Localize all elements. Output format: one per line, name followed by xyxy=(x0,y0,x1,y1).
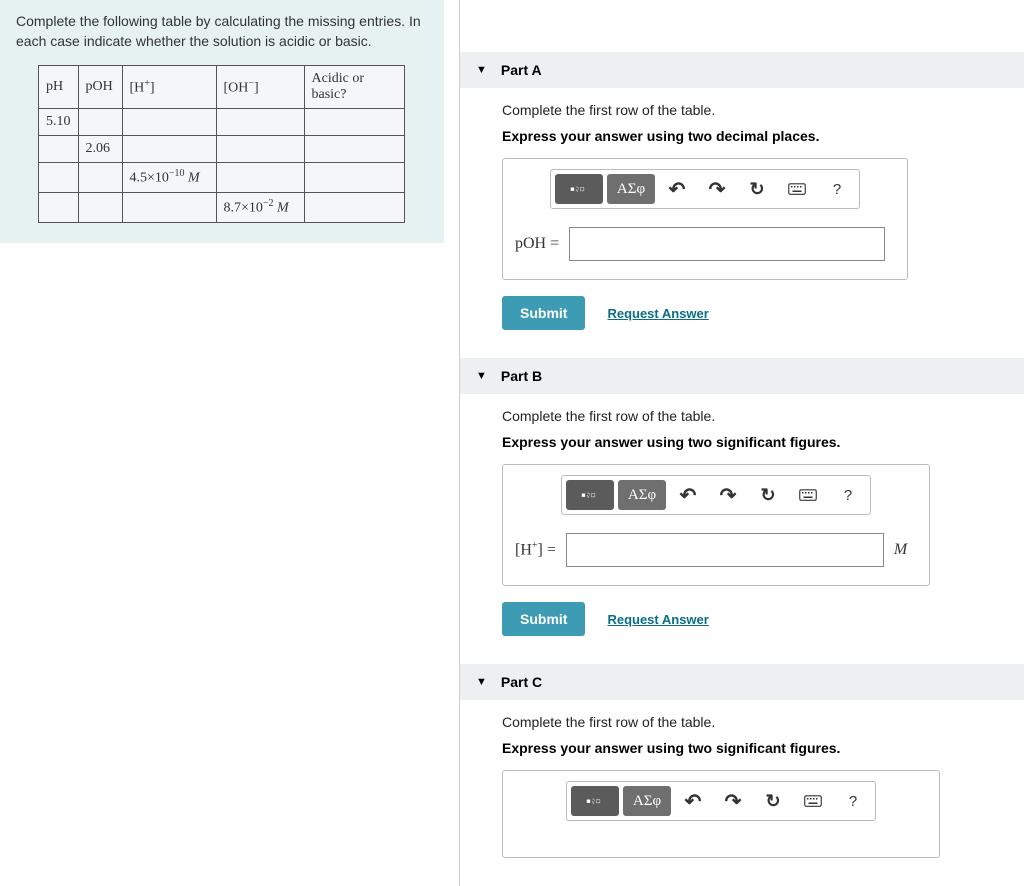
answer-panel: ▼ Part A Complete the first row of the t… xyxy=(460,0,1024,886)
instruction-bold: Express your answer using two significan… xyxy=(502,434,1024,450)
submit-button[interactable]: Submit xyxy=(502,602,585,636)
help-icon[interactable]: ? xyxy=(835,786,871,816)
problem-text: Complete the following table by calculat… xyxy=(16,12,428,51)
answer-label: pOH = xyxy=(515,235,559,253)
greek-icon[interactable]: ΑΣφ xyxy=(623,786,671,816)
redo-icon[interactable]: ↷ xyxy=(715,786,751,816)
answer-box: x √ ΑΣφ ↶ ↷ ↻ ? xyxy=(502,770,940,858)
request-answer-link[interactable]: Request Answer xyxy=(607,306,708,321)
data-table: pH pOH [H+] [OH−] Acidic or basic? 5.10 … xyxy=(38,65,405,222)
instruction-bold: Express your answer using two significan… xyxy=(502,740,1024,756)
answer-box: x √ ΑΣφ ↶ ↷ ↻ ? [H+] = M xyxy=(502,464,930,586)
part-title: Part A xyxy=(501,62,542,78)
instruction-text: Complete the first row of the table. xyxy=(502,408,1024,424)
part-header[interactable]: ▼ Part B xyxy=(460,358,1024,394)
keyboard-icon[interactable] xyxy=(790,480,826,510)
submit-button[interactable]: Submit xyxy=(502,296,585,330)
answer-input[interactable] xyxy=(569,227,885,261)
unit-label: M xyxy=(894,541,907,559)
reset-icon[interactable]: ↻ xyxy=(750,480,786,510)
equation-toolbar: x √ ΑΣφ ↶ ↷ ↻ ? xyxy=(566,781,876,821)
instruction-text: Complete the first row of the table. xyxy=(502,714,1024,730)
reset-icon[interactable]: ↻ xyxy=(739,174,775,204)
problem-panel: Complete the following table by calculat… xyxy=(0,0,460,886)
part-title: Part C xyxy=(501,674,542,690)
answer-input[interactable] xyxy=(566,533,884,567)
table-row: 2.06 xyxy=(39,136,405,163)
undo-icon[interactable]: ↶ xyxy=(670,480,706,510)
request-answer-link[interactable]: Request Answer xyxy=(607,612,708,627)
redo-icon[interactable]: ↷ xyxy=(699,174,735,204)
redo-icon[interactable]: ↷ xyxy=(710,480,746,510)
table-row: 8.7×10−2 M xyxy=(39,192,405,222)
collapse-icon[interactable]: ▼ xyxy=(476,64,487,76)
instruction-bold: Express your answer using two decimal pl… xyxy=(502,128,1024,144)
help-icon[interactable]: ? xyxy=(830,480,866,510)
templates-icon[interactable]: x √ xyxy=(555,174,603,204)
th-h: [H+] xyxy=(122,66,216,109)
greek-icon[interactable]: ΑΣφ xyxy=(618,480,666,510)
svg-text:√: √ xyxy=(592,799,596,806)
keyboard-icon[interactable] xyxy=(779,174,815,204)
part-header[interactable]: ▼ Part C xyxy=(460,664,1024,700)
equation-toolbar: x √ ΑΣφ ↶ ↷ ↻ ? xyxy=(561,475,871,515)
collapse-icon[interactable]: ▼ xyxy=(476,676,487,688)
th-ph: pH xyxy=(39,66,79,109)
svg-text:√: √ xyxy=(576,187,580,194)
templates-icon[interactable]: x √ xyxy=(566,480,614,510)
undo-icon[interactable]: ↶ xyxy=(675,786,711,816)
part-header[interactable]: ▼ Part A xyxy=(460,52,1024,88)
table-row: 4.5×10−10 M xyxy=(39,163,405,193)
templates-icon[interactable]: x √ xyxy=(571,786,619,816)
help-icon[interactable]: ? xyxy=(819,174,855,204)
undo-icon[interactable]: ↶ xyxy=(659,174,695,204)
table-row: 5.10 xyxy=(39,109,405,136)
th-oh: [OH−] xyxy=(216,66,304,109)
instruction-text: Complete the first row of the table. xyxy=(502,102,1024,118)
collapse-icon[interactable]: ▼ xyxy=(476,370,487,382)
part-title: Part B xyxy=(501,368,542,384)
greek-icon[interactable]: ΑΣφ xyxy=(607,174,655,204)
th-poh: pOH xyxy=(78,66,122,109)
answer-box: x √ ΑΣφ ↶ ↷ ↻ ? pOH = xyxy=(502,158,908,280)
th-ab: Acidic or basic? xyxy=(304,66,404,109)
reset-icon[interactable]: ↻ xyxy=(755,786,791,816)
keyboard-icon[interactable] xyxy=(795,786,831,816)
svg-text:√: √ xyxy=(587,493,591,500)
answer-label: [H+] = xyxy=(515,540,556,559)
equation-toolbar: x √ ΑΣφ ↶ ↷ ↻ ? xyxy=(550,169,860,209)
